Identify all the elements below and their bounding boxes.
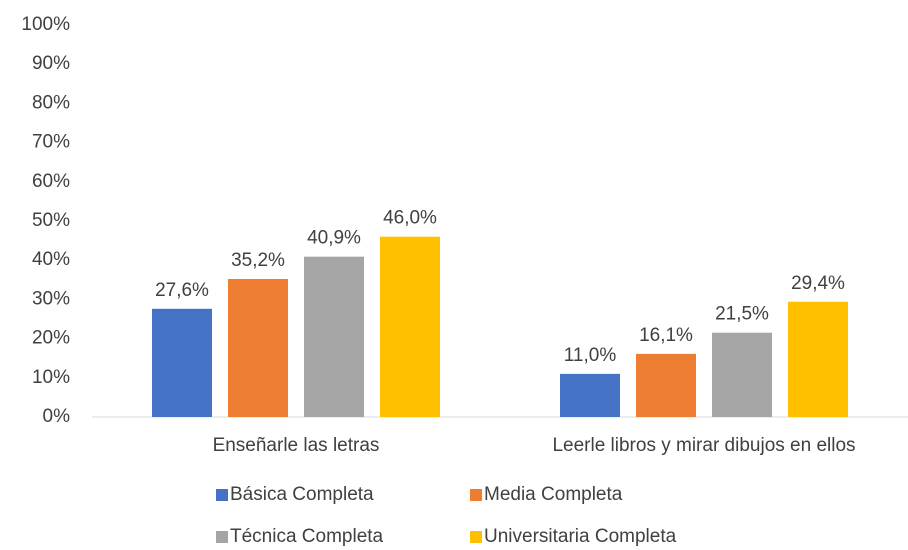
bar: [304, 256, 364, 417]
y-tick-label: 20%: [32, 328, 70, 349]
x-tick-label: Enseñarle las letras: [213, 435, 380, 456]
legend-swatch: [470, 531, 482, 543]
data-label: 29,4%: [791, 273, 845, 294]
y-tick-label: 30%: [32, 288, 70, 309]
y-tick-label: 70%: [32, 132, 70, 153]
y-tick-label: 40%: [32, 249, 70, 270]
bar: [380, 236, 440, 417]
bar: [152, 308, 212, 417]
data-label: 16,1%: [639, 325, 693, 346]
y-tick-label: 0%: [43, 406, 71, 427]
y-tick-label: 80%: [32, 92, 70, 113]
legend-label: Universitaria Completa: [484, 526, 677, 547]
x-tick-label: Leerle libros y mirar dibujos en ellos: [552, 435, 855, 456]
bar: [788, 301, 848, 417]
y-tick-label: 50%: [32, 210, 70, 231]
y-tick-label: 90%: [32, 53, 70, 74]
legend-swatch: [470, 489, 482, 501]
y-tick-label: 60%: [32, 171, 70, 192]
data-label: 46,0%: [383, 208, 437, 229]
data-label: 27,6%: [155, 280, 209, 301]
y-tick-label: 10%: [32, 367, 70, 388]
data-label: 21,5%: [715, 304, 769, 325]
bar: [228, 279, 288, 417]
legend-swatch: [216, 489, 228, 501]
data-label: 11,0%: [564, 345, 617, 366]
data-label: 35,2%: [231, 250, 285, 271]
data-label: 40,9%: [307, 228, 361, 249]
legend-label: Técnica Completa: [230, 526, 384, 547]
bar: [560, 373, 620, 417]
legend-label: Media Completa: [484, 484, 623, 505]
legend-swatch: [216, 531, 228, 543]
bar: [712, 332, 772, 417]
bar: [636, 353, 696, 417]
y-tick-label: 100%: [21, 14, 70, 35]
legend-label: Básica Completa: [230, 484, 374, 505]
